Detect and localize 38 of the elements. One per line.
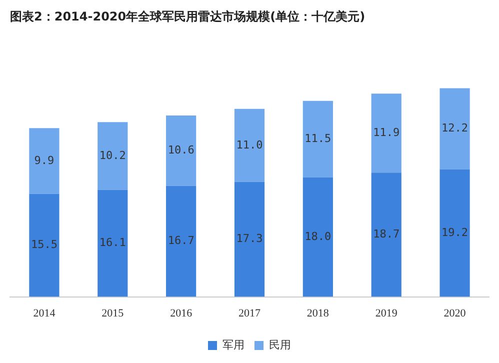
data-label: 18.0 — [304, 230, 332, 243]
x-tick-label: 2016 — [170, 307, 193, 320]
x-tick-label: 2019 — [375, 307, 398, 320]
x-tick-label: 2017 — [238, 307, 261, 320]
bar — [166, 186, 196, 297]
data-label: 9.9 — [34, 154, 54, 167]
data-label: 19.2 — [442, 226, 468, 239]
bar — [29, 194, 60, 297]
data-label: 18.7 — [373, 228, 400, 241]
bar — [440, 88, 470, 170]
data-label: 16.1 — [99, 236, 126, 250]
bar — [371, 172, 402, 297]
data-label: 17.3 — [236, 232, 263, 246]
bar — [371, 94, 402, 173]
bar — [302, 177, 333, 297]
bar — [166, 116, 196, 186]
x-tick-label: 2020 — [444, 307, 466, 320]
data-label: 12.2 — [442, 122, 468, 135]
bar — [98, 122, 128, 190]
bar — [29, 128, 60, 194]
bar — [234, 182, 265, 297]
data-label: 11.0 — [236, 138, 263, 152]
data-label: 11.9 — [373, 126, 400, 139]
bar — [440, 169, 470, 297]
x-tick-label: 2018 — [306, 307, 330, 320]
legend-label: 民用 — [269, 338, 291, 352]
data-label: 11.5 — [304, 132, 332, 145]
data-label: 15.5 — [30, 238, 58, 252]
bar — [302, 100, 333, 178]
data-label: 16.7 — [168, 234, 194, 248]
data-label: 10.6 — [168, 144, 194, 157]
x-tick-label: 2014 — [33, 307, 56, 320]
data-label: 10.2 — [99, 148, 126, 162]
bar — [98, 190, 128, 297]
bar — [234, 108, 265, 182]
x-tick-label: 2015 — [102, 307, 124, 320]
legend-label: 军用 — [222, 338, 244, 352]
chart-title: 图表2：2014-2020年全球军民用雷达市场规模(单位：十亿美元) — [10, 9, 366, 24]
